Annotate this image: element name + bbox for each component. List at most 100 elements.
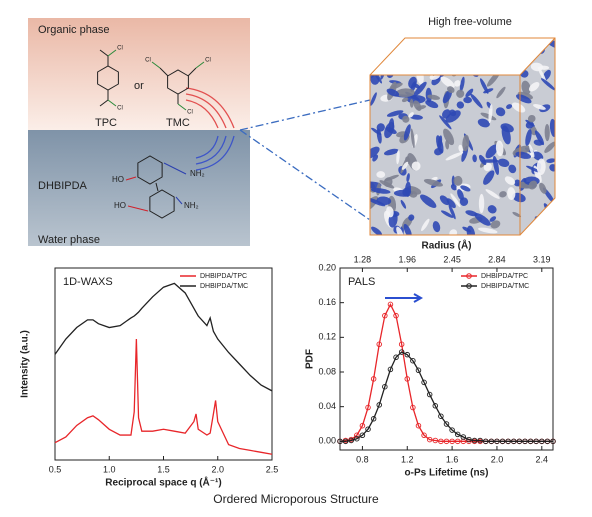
data-point [516, 438, 523, 445]
pore [457, 189, 464, 201]
pore [439, 115, 452, 130]
shift-arrow [385, 293, 424, 303]
legend-label: DHBIPDA/TPC [200, 273, 247, 280]
y-tick-label: 0.00 [318, 436, 336, 446]
pore [525, 119, 535, 127]
pore [478, 227, 498, 234]
arrow [185, 99, 219, 129]
series-line [340, 351, 553, 442]
x-tick-label: 1.6 [446, 454, 459, 464]
chlorine-label: Cl [205, 58, 211, 64]
data-point [488, 438, 495, 445]
pore [409, 99, 414, 108]
pore [489, 216, 497, 222]
pore [447, 86, 455, 94]
tpc-label: TPC [95, 117, 117, 129]
x2-tick-label: 3.19 [533, 254, 551, 264]
pore [457, 59, 464, 74]
pore [462, 226, 472, 233]
pore [371, 188, 391, 194]
data-point [471, 437, 478, 444]
x2-tick-label: 2.45 [443, 254, 461, 264]
pore [409, 191, 418, 198]
pore [479, 78, 489, 94]
pore [534, 130, 545, 146]
data-point [432, 437, 439, 444]
x-tick-label: 1.2 [401, 454, 414, 464]
y-tick-label: 0.04 [318, 401, 336, 411]
data-point [494, 438, 500, 445]
data-point [539, 438, 545, 445]
data-point [337, 438, 343, 445]
pore [411, 58, 420, 67]
pore [401, 161, 409, 170]
legend-marker [466, 273, 472, 279]
data-point [404, 351, 411, 358]
x-tick-label: 0.8 [356, 454, 369, 464]
chlorine-label: Cl [117, 46, 123, 52]
pore [410, 128, 415, 149]
data-point [359, 422, 366, 429]
arrow [195, 135, 235, 171]
pore [388, 118, 395, 132]
pore [506, 104, 513, 110]
pore [532, 151, 544, 161]
pore [396, 226, 404, 235]
data-point [511, 438, 517, 445]
water-phase-panel [28, 130, 250, 246]
pore [478, 154, 487, 166]
pore [501, 125, 511, 145]
data-point [365, 404, 371, 411]
water-phase-label: Water phase [38, 234, 100, 246]
nh2-label: NH₂ [190, 169, 205, 178]
pore [411, 161, 421, 171]
pore [521, 80, 531, 95]
data-point [370, 376, 377, 382]
pore [544, 141, 555, 153]
pore [388, 38, 399, 48]
pore [487, 205, 497, 214]
pore [442, 109, 451, 119]
pore [459, 76, 465, 92]
pore [512, 211, 522, 218]
pore [463, 96, 473, 104]
pore [370, 146, 380, 159]
tmc-label: TMC [166, 117, 190, 129]
data-point [550, 438, 556, 445]
pore [376, 171, 386, 178]
pore [420, 194, 437, 208]
pore [528, 144, 535, 158]
pore [453, 175, 463, 186]
ho-label: HO [114, 201, 126, 210]
pore [517, 91, 533, 100]
pore [449, 66, 464, 71]
pore [445, 110, 461, 123]
x-tick-label: 2.0 [211, 464, 224, 474]
x2-tick-label: 2.84 [488, 254, 506, 264]
data-point [426, 436, 433, 443]
data-point [449, 438, 455, 445]
data-point [365, 426, 371, 432]
series-line [54, 339, 273, 455]
or-label: or [134, 80, 144, 92]
pore [403, 223, 412, 235]
pore [450, 193, 461, 208]
pore [496, 57, 511, 66]
pore [443, 51, 450, 59]
pore [445, 151, 464, 161]
pore [525, 129, 532, 146]
y-tick-label: 0.08 [318, 366, 336, 376]
bond [127, 205, 149, 212]
data-point [522, 438, 528, 445]
bond [107, 49, 117, 57]
pore [376, 123, 385, 132]
data-point [398, 341, 405, 348]
pore [400, 199, 407, 209]
bond [187, 67, 197, 77]
pore [432, 221, 441, 233]
x2-tick-label: 1.96 [398, 254, 416, 264]
data-point [477, 437, 483, 444]
x-tick-label: 1.0 [103, 464, 116, 474]
data-point [382, 312, 388, 319]
